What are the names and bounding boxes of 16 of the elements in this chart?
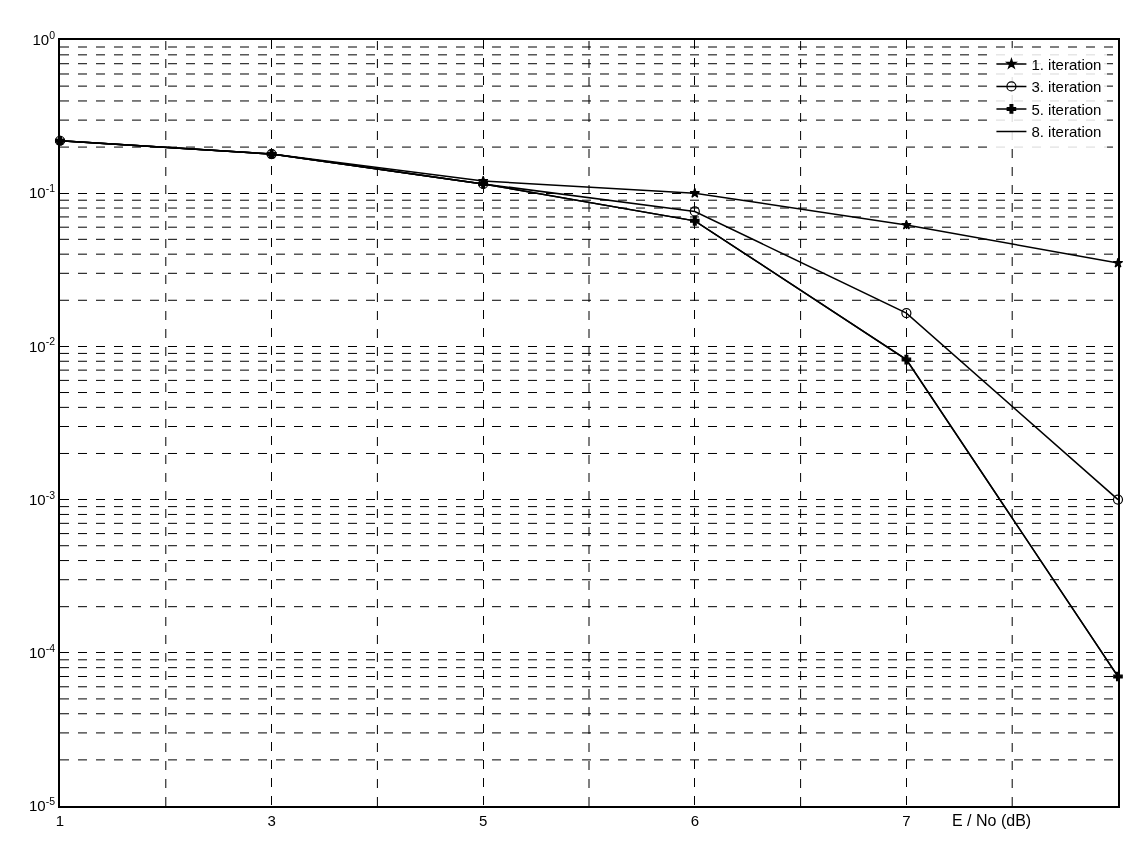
y-tick-label: 10$^{-5}$ — [28, 794, 56, 815]
y-tick-label: 10$^{-2}$ — [28, 335, 56, 355]
x-tick-label: 7 — [902, 812, 911, 829]
x-tick-label: 1 — [55, 812, 65, 829]
y-tick-label: 10$^{0}$ — [32, 28, 56, 49]
x-tick-label: 6 — [690, 812, 699, 829]
legend-label: 8. iteration — [1031, 123, 1102, 141]
y-tick-label: 10$^{-3}$ — [28, 488, 56, 508]
legend-label: 5. iteration — [1031, 100, 1102, 118]
x-tick-label: 5 — [479, 812, 488, 829]
y-tick-label: 10$^{-1}$ — [28, 182, 56, 202]
x-axis-title: E / No (dB) — [952, 812, 1032, 829]
x-tick-label: 3 — [267, 812, 276, 829]
legend-label: 1. iteration — [1031, 55, 1102, 73]
y-tick-label: 10$^{-4}$ — [28, 641, 56, 662]
legend-label: 3. iteration — [1031, 78, 1102, 96]
